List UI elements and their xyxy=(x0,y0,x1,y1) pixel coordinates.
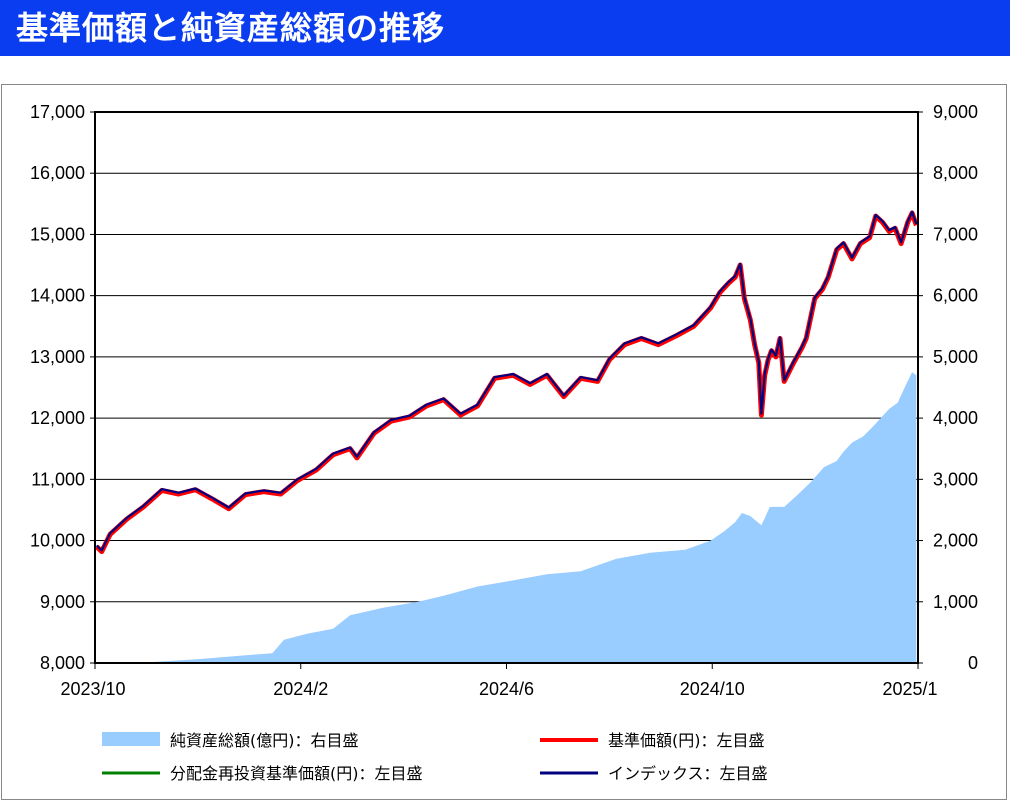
index-line xyxy=(95,210,918,552)
y-left-tick-label: 15,000 xyxy=(30,224,85,244)
y-right-tick-label: 3,000 xyxy=(933,469,978,489)
area-layer xyxy=(96,372,917,663)
x-tick-label: 2023/10 xyxy=(60,679,125,699)
y-right-tick-label: 4,000 xyxy=(933,408,978,428)
y-right-tick-label: 7,000 xyxy=(933,224,978,244)
x-tick-label: 2025/1 xyxy=(882,679,937,699)
y-left-tick-label: 16,000 xyxy=(30,163,85,183)
y-right-tick-label: 9,000 xyxy=(933,102,978,122)
y-right-tick-label: 2,000 xyxy=(933,531,978,551)
y-right-tick-label: 6,000 xyxy=(933,286,978,306)
y-left-tick-label: 10,000 xyxy=(30,531,85,551)
y-left-tick-label: 9,000 xyxy=(40,592,85,612)
title-bar: 基準価額と純資産総額の推移 xyxy=(0,0,1010,56)
y-left-tick-label: 11,000 xyxy=(31,469,85,489)
x-axis: 2023/10 2024/2 2024/6 2024/10 2025/1 xyxy=(60,663,938,699)
chart-frame xyxy=(1,84,1007,800)
y-right-tick-label: 5,000 xyxy=(933,347,978,367)
legend-label-net_assets: 純資産総額(億円)：右目盛 xyxy=(170,731,359,750)
legend-label-index: インデックス：左目盛 xyxy=(608,764,768,783)
page-title: 基準価額と純資産総額の推移 xyxy=(16,9,446,47)
x-tick-label: 2024/2 xyxy=(273,679,328,699)
legend-swatch-net_assets xyxy=(102,732,160,746)
y-axis-right: 0 1,000 2,000 3,000 4,000 5,000 6,000 7,000 8,00… xyxy=(918,102,978,673)
legend-label-nav: 基準価額(円)：左目盛 xyxy=(608,731,765,750)
y-right-tick-label: 1,000 xyxy=(933,592,978,612)
y-axis-left: 8,000 9,000 10,000 11,000 12,000 13,000 14,000… xyxy=(30,102,95,673)
x-tick-label: 2024/6 xyxy=(479,679,534,699)
y-left-tick-label: 12,000 xyxy=(30,408,85,428)
legend-label-reinvested: 分配金再投資基準価額(円)：左目盛 xyxy=(170,764,423,783)
y-right-tick-label: 8,000 xyxy=(933,163,978,183)
y-left-tick-label: 8,000 xyxy=(40,653,85,673)
y-left-tick-label: 17,000 xyxy=(30,102,85,122)
y-left-tick-label: 14,000 xyxy=(30,286,85,306)
y-right-tick-label: 0 xyxy=(968,653,978,673)
line-layer xyxy=(94,210,919,555)
x-tick-label: 2024/10 xyxy=(680,679,745,699)
net-assets-area xyxy=(96,372,917,663)
legend: 純資産総額(億円)：右目盛 基準価額(円)：左目盛分配金再投資基準価額(円)：左目… xyxy=(102,731,768,783)
y-left-tick-label: 13,000 xyxy=(30,347,85,367)
